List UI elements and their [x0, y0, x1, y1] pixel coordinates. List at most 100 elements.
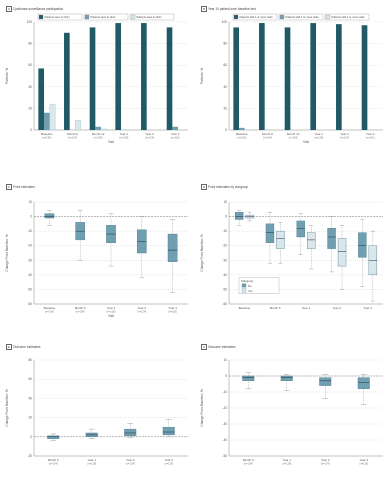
e-xtick-n: (n=124): [126, 462, 135, 466]
a-bar-s0: [141, 23, 147, 130]
f-ytick-label: -20: [222, 406, 227, 410]
chart-c: -60 -50 -40 -30 -20 -10 0 10 Change From Baselin…: [5, 200, 188, 318]
d-ytick-label: -50: [222, 287, 227, 291]
f-ytick-label: -40: [222, 438, 227, 442]
c-ytick-label: 0: [30, 215, 32, 219]
b-legend-swatch: [325, 14, 331, 20]
b-legend-label: Patients with 1 or more visits: [332, 15, 366, 19]
d-ytick-label: 0: [225, 215, 227, 219]
f-ytick-label: 10: [223, 358, 227, 362]
a-bar-s0: [38, 68, 45, 130]
e-xtick-label: Year 3: [164, 458, 173, 462]
a-xtick-n: (n=124): [145, 136, 154, 140]
panel-c-point-estimates: C Point estimates -60 -50 -40 -30 -20 -10 0 10 Ch…: [0, 178, 195, 328]
b-legend-swatch: [233, 14, 239, 20]
b-xtick-label: Month 6: [262, 132, 273, 136]
b-legend-box: [278, 13, 324, 21]
c-xtick-n: (n=116): [168, 310, 177, 314]
a-ylabel: Patients, %: [5, 68, 9, 84]
a-bar-s0: [89, 27, 96, 130]
f-box: [242, 375, 255, 381]
b-xlabel: Visit: [303, 140, 309, 144]
d-ytick-label: -10: [222, 229, 227, 233]
b-xtick-n: (n=134): [263, 136, 272, 140]
b-bar-s0: [233, 27, 240, 130]
d-legend-label: No: [248, 284, 252, 288]
c-ytick-label: -60: [27, 302, 32, 306]
b-xtick-n: (n=129): [289, 136, 298, 140]
chart-a: 0 20 40 60 80 100 Patients, % Visit Patients see…: [5, 13, 188, 144]
panel-e-outcome: E Outcome estimates -20 0 20 40 60 80 Change Fr…: [0, 340, 195, 480]
d-ytick-label: -30: [222, 258, 227, 262]
c-ytick-label: -20: [27, 244, 32, 248]
c-ytick-label: -10: [27, 229, 32, 233]
a-ytick-label: 60: [28, 63, 32, 67]
a-bar-s2: [100, 128, 107, 131]
f-ytick-label: -30: [222, 422, 227, 426]
c-box: [167, 233, 178, 262]
d-xtick-label: Month 6: [270, 306, 281, 310]
e-xtick-n: (n=134): [49, 462, 58, 466]
a-xtick-label: Year 1: [120, 132, 129, 136]
b-bar-s0: [361, 25, 368, 131]
b-ytick-label: 80: [223, 42, 227, 46]
panel-letter-c: C: [6, 184, 12, 190]
panel-letter-e: E: [6, 344, 12, 350]
b-bar-s0: [310, 23, 317, 130]
a-xtick-label: Month 12: [92, 132, 105, 136]
c-xlabel: Visit: [108, 314, 114, 318]
panel-a-surveillance: A Cystinosis surveillance participation 0…: [0, 0, 195, 165]
b-ytick-label: 0: [225, 128, 227, 132]
f-xtick-n: (n=124): [321, 462, 330, 466]
d-ylabel: Change From Baseline, %: [200, 234, 204, 271]
a-legend-swatch: [130, 14, 136, 20]
f-xtick-n: (n=134): [244, 462, 253, 466]
e-ytick-label: 80: [28, 358, 32, 362]
b-xtick-n: (n=124): [340, 136, 349, 140]
b-legend-swatch: [279, 14, 285, 20]
a-legend-box: [37, 13, 83, 21]
c-xtick-label: Month 6: [75, 306, 86, 310]
d-g0-box: [296, 220, 305, 238]
a-legend-box: [129, 13, 175, 21]
a-xtick-label: Month 6: [67, 132, 78, 136]
f-ytick-label: -10: [222, 390, 227, 394]
chart-b: 0 20 40 60 80 100 Patients, % Visit Patients wit…: [200, 13, 383, 144]
d-ytick-label: 10: [223, 200, 227, 204]
d-xtick-label: Baseline: [239, 306, 251, 310]
a-bar-s0: [166, 27, 173, 130]
panel-f-title: Outcome estimates: [208, 345, 236, 349]
a-bar-s2: [49, 103, 56, 131]
b-xtick-label: Baseline: [236, 132, 248, 136]
chart-f: -50 -40 -30 -20 -10 0 10 Change From Baseline, …: [200, 358, 383, 466]
c-xtick-label: Baseline: [44, 306, 56, 310]
b-xtick-label: Year 2: [340, 132, 349, 136]
d-legend-swatch: [241, 283, 247, 288]
a-legend-label: Patients seen in clinic: [45, 15, 71, 19]
e-xtick-n: (n=128): [87, 462, 96, 466]
f-ylabel: Change From Baseline, %: [200, 389, 204, 426]
c-xtick-label: Year 3: [168, 306, 177, 310]
panel-e-title: Outcome estimates: [13, 345, 41, 349]
b-legend-label: Patients with 1 or more visits: [240, 15, 274, 19]
a-xtick-n: (n=136): [42, 136, 51, 140]
d-xtick-label: Year 1: [302, 306, 311, 310]
d-ytick-label: -40: [222, 273, 227, 277]
d-g0-box: [327, 228, 336, 249]
panel-letter-b: B: [201, 6, 207, 12]
e-box: [47, 435, 60, 439]
b-xtick-label: Month 12: [287, 132, 300, 136]
a-ytick-label: 80: [28, 42, 32, 46]
b-bar-s0: [259, 23, 265, 130]
c-xtick-n: (n=134): [76, 310, 85, 314]
a-legend-label: Patients seen in clinic: [137, 15, 163, 19]
panel-letter-a: A: [6, 6, 12, 12]
e-box: [124, 428, 137, 437]
a-bar-s0: [64, 32, 70, 130]
a-legend-label: Patients seen in clinic: [91, 15, 117, 19]
a-xtick-n: (n=129): [94, 136, 103, 140]
d-g1-box: [337, 238, 347, 267]
panel-a-title: Cystinosis surveillance participation: [13, 7, 64, 11]
e-ytick-label: -20: [27, 454, 32, 458]
a-bar-s1: [95, 126, 101, 130]
